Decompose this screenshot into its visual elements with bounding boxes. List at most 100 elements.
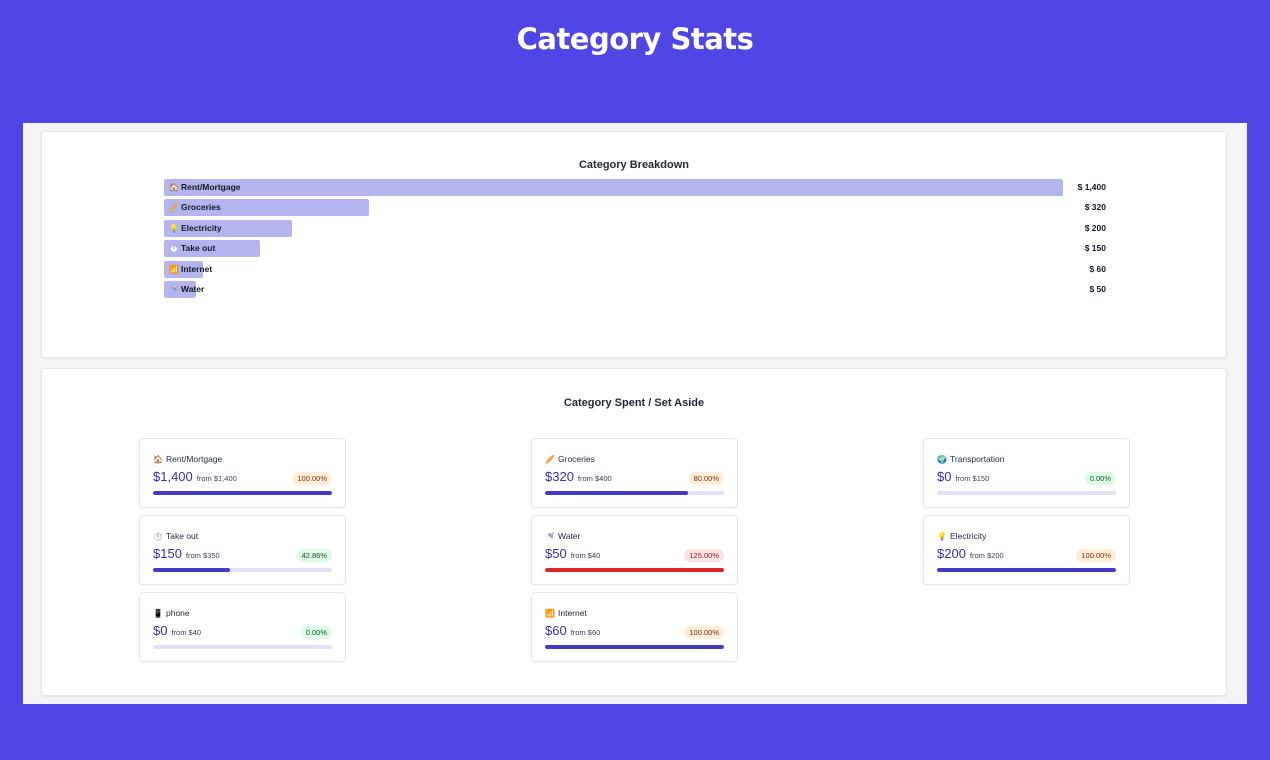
spent-amount: $200 from $200 <box>937 546 1004 561</box>
bar-row: 🏠 Rent/Mortgage $ 1,400 <box>164 179 1106 196</box>
bar-row: 🥖 Groceries $ 320 <box>164 199 1106 217</box>
content-frame: Category Breakdown 🏠 Rent/Mortgage $ 1,400… <box>23 123 1247 704</box>
progress-track <box>545 568 724 572</box>
percent-badge: 42.86% <box>296 549 332 562</box>
percent-badge: 125.00% <box>684 549 724 562</box>
category-name: 🥖 Groceries <box>545 454 595 464</box>
shower-icon: 🚿 <box>169 285 179 294</box>
lightbulb-icon: 💡 <box>169 223 179 233</box>
percent-badge: 0.00% <box>1084 472 1116 485</box>
percent-badge: 100.00% <box>1076 549 1116 562</box>
progress-fill <box>545 568 724 572</box>
bar-label: 🚿 Water <box>169 281 204 298</box>
bread-icon: 🥖 <box>545 455 555 464</box>
amount-value: $200 <box>937 546 966 561</box>
bar-category: Groceries <box>181 202 221 213</box>
progress-fill <box>545 645 724 649</box>
category-label: Electricity <box>950 531 987 541</box>
progress-track <box>153 491 332 495</box>
percent-badge: 100.00% <box>292 472 332 485</box>
spent-amount: $0 from $150 <box>937 469 989 484</box>
house-icon: 🏠 <box>169 183 179 192</box>
progress-track <box>545 645 724 649</box>
amount-value: $50 <box>545 546 567 561</box>
bar-value-label: $ 150 <box>1084 243 1106 254</box>
budget-from: from $350 <box>185 551 220 560</box>
category-card[interactable]: 🥖 Groceries $320 from $400 80.00% <box>531 438 738 508</box>
bar-row: 📶 Internet $ 60 <box>164 260 1106 278</box>
budget-from: from $40 <box>171 628 202 637</box>
category-label: Internet <box>558 608 587 618</box>
category-name: 📶 Internet <box>545 608 587 618</box>
percent-badge: 100.00% <box>684 626 724 639</box>
timer-icon: ⏱️ <box>153 532 163 541</box>
budget-from: from $200 <box>969 551 1004 560</box>
category-label: Water <box>558 531 581 541</box>
spent-amount: $0 from $40 <box>153 623 201 638</box>
page-title: Category Stats <box>516 22 754 56</box>
category-label: Transportation <box>950 454 1005 464</box>
bar[interactable] <box>164 179 1063 196</box>
category-name: 🚿 Water <box>545 531 580 541</box>
bar-row: 🚿 Water $ 50 <box>164 281 1106 298</box>
bar-label: 🥖 Groceries <box>169 199 221 216</box>
category-spent-card: Category Spent / Set Aside 🏠 Rent/Mortgag… <box>41 368 1227 696</box>
spent-amount: $150 from $350 <box>153 546 220 561</box>
bar[interactable] <box>164 219 293 237</box>
category-card[interactable]: 📶 Internet $60 from $60 100.00% <box>531 592 738 662</box>
progress-track <box>545 491 724 495</box>
bar-label: 💡 Electricity <box>169 220 222 237</box>
category-card[interactable]: 🏠 Rent/Mortgage $1,400 from $1,400 100.00% <box>139 438 346 508</box>
bar[interactable] <box>164 240 261 258</box>
bar-value-label: $ 60 <box>1089 263 1106 274</box>
globe-icon: 🌍 <box>937 455 947 464</box>
progress-fill <box>545 491 689 495</box>
category-card[interactable]: 🌍 Transportation $0 from $150 0.00% <box>923 438 1130 508</box>
shower-icon: 🚿 <box>545 532 555 541</box>
bread-icon: 🥖 <box>169 203 179 213</box>
progress-track <box>937 568 1116 572</box>
progress-track <box>153 568 332 572</box>
progress-fill <box>937 568 1116 572</box>
progress-track <box>937 491 1116 495</box>
budget-from: from $60 <box>570 628 601 637</box>
bar-value-label: $ 1,400 <box>1077 182 1106 192</box>
budget-from: from $40 <box>570 551 601 560</box>
budget-from: from $400 <box>577 474 612 483</box>
category-name: 💡 Electricity <box>937 531 986 541</box>
bar-row: 💡 Electricity $ 200 <box>164 219 1106 237</box>
progress-fill <box>153 568 230 572</box>
amount-value: $0 <box>153 623 168 638</box>
breakdown-title: Category Breakdown <box>578 159 690 171</box>
lightbulb-icon: 💡 <box>937 532 947 541</box>
amount-value: $60 <box>545 623 567 638</box>
bar-category: Electricity <box>181 222 222 233</box>
category-name: ⏱️ Take out <box>153 531 198 541</box>
timer-icon: ⏱️ <box>169 244 179 254</box>
chart-icon: 📶 <box>169 264 179 274</box>
bar[interactable] <box>164 199 370 217</box>
category-breakdown-card: Category Breakdown 🏠 Rent/Mortgage $ 1,400… <box>41 131 1227 358</box>
category-card[interactable]: ⏱️ Take out $150 from $350 42.86% <box>139 515 346 585</box>
bar-category: Internet <box>181 263 213 274</box>
spent-amount: $60 from $60 <box>545 623 600 638</box>
bar[interactable] <box>164 281 197 298</box>
bar-value-label: $ 320 <box>1084 202 1106 213</box>
category-card[interactable]: 💡 Electricity $200 from $200 100.00% <box>923 515 1130 585</box>
amount-value: $0 <box>937 469 952 484</box>
budget-from: from $1,400 <box>196 474 237 483</box>
bar[interactable] <box>164 260 203 278</box>
amount-value: $1,400 <box>153 469 193 484</box>
bar-label: 🏠 Rent/Mortgage <box>169 179 241 196</box>
category-label: phone <box>166 608 190 618</box>
bar-value-label: $ 200 <box>1084 222 1106 233</box>
budget-from: from $150 <box>955 474 990 483</box>
category-label: Groceries <box>558 454 595 464</box>
category-card[interactable]: 🚿 Water $50 from $40 125.00% <box>531 515 738 585</box>
house-icon: 🏠 <box>153 455 163 464</box>
spent-amount: $1,400 from $1,400 <box>153 469 237 484</box>
category-card[interactable]: 📱 phone $0 from $40 0.00% <box>139 592 346 662</box>
amount-value: $150 <box>153 546 182 561</box>
progress-track <box>153 645 332 649</box>
chart-icon: 📶 <box>545 609 555 618</box>
